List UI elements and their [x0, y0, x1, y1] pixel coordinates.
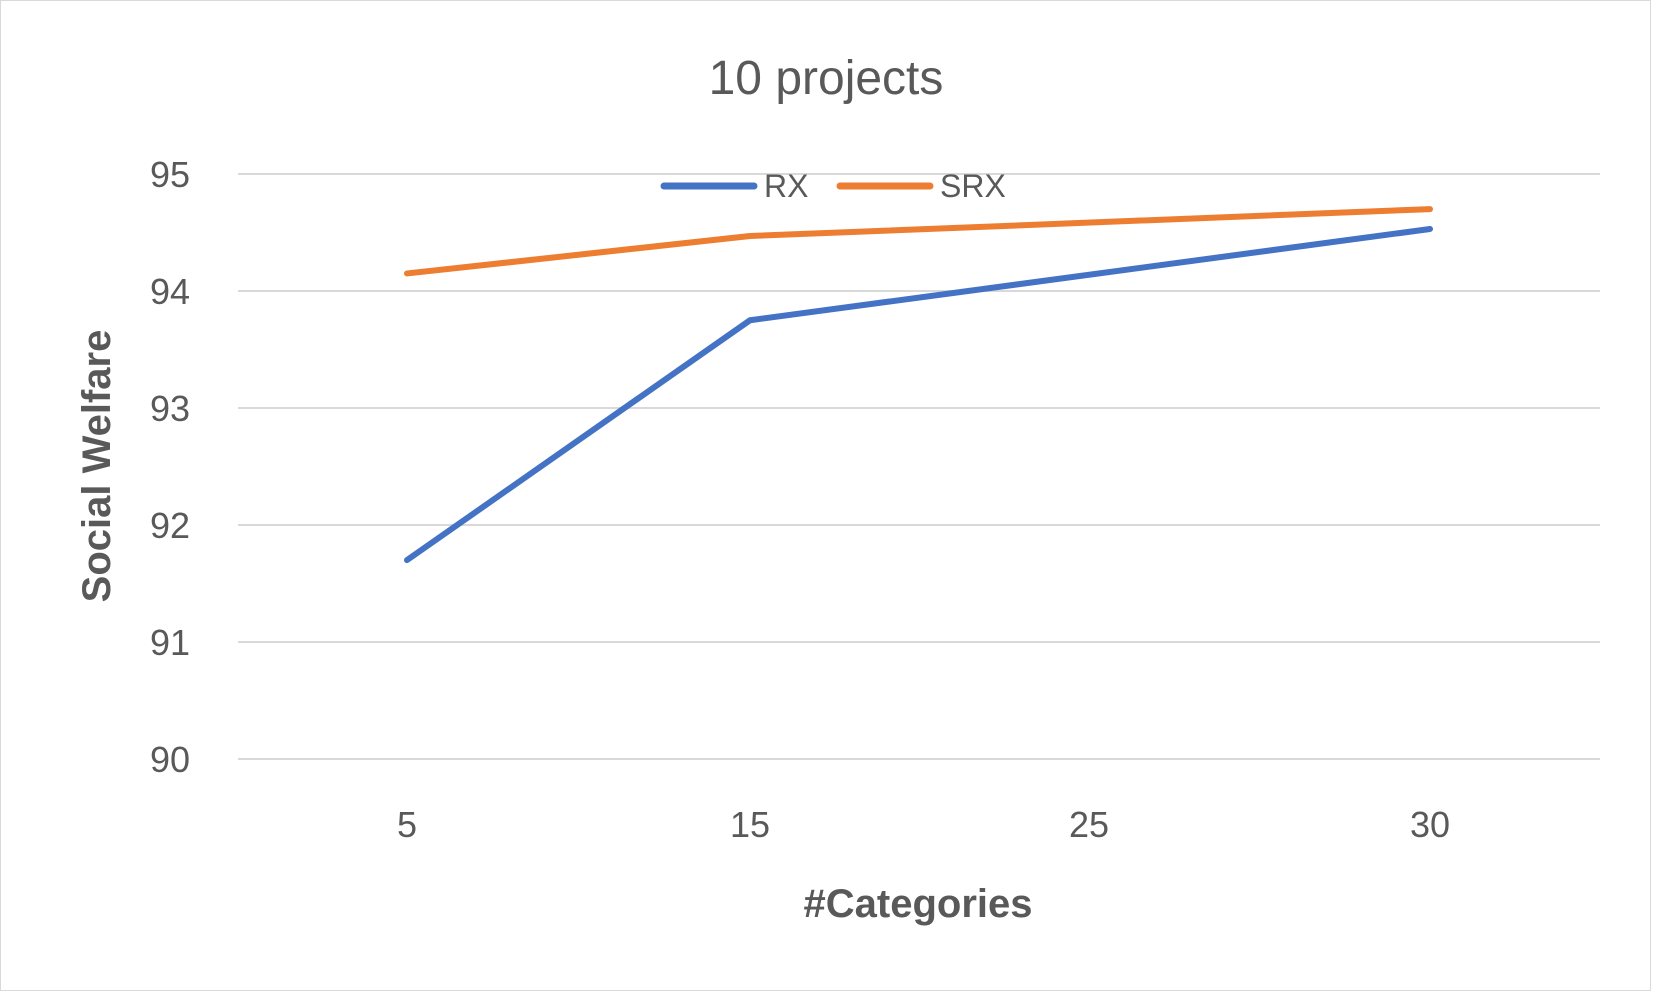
series-lines	[404, 206, 1433, 564]
legend: RX SRX	[660, 168, 1006, 204]
legend-label-rx: RX	[764, 168, 808, 204]
series-line-rx	[404, 225, 1433, 564]
series-line-srx	[404, 206, 1433, 277]
x-tick-labels: 5 15 25 30	[397, 804, 1450, 845]
x-tick-label: 15	[730, 804, 770, 845]
x-axis-title: #Categories	[804, 882, 1033, 926]
chart-title: 10 projects	[709, 52, 944, 105]
x-tick-label: 30	[1410, 804, 1450, 845]
y-tick-label: 93	[150, 388, 190, 429]
x-tick-label: 5	[397, 804, 417, 845]
y-tick-labels: 90 91 92 93 94 95	[150, 154, 190, 780]
gridlines	[238, 173, 1600, 760]
y-tick-label: 92	[150, 505, 190, 546]
legend-label-srx: SRX	[940, 168, 1006, 204]
y-axis-title: Social Welfare	[75, 330, 119, 603]
y-tick-label: 90	[150, 739, 190, 780]
y-tick-label: 91	[150, 622, 190, 663]
y-tick-label: 94	[150, 271, 190, 312]
y-tick-label: 95	[150, 154, 190, 195]
x-tick-label: 25	[1069, 804, 1109, 845]
